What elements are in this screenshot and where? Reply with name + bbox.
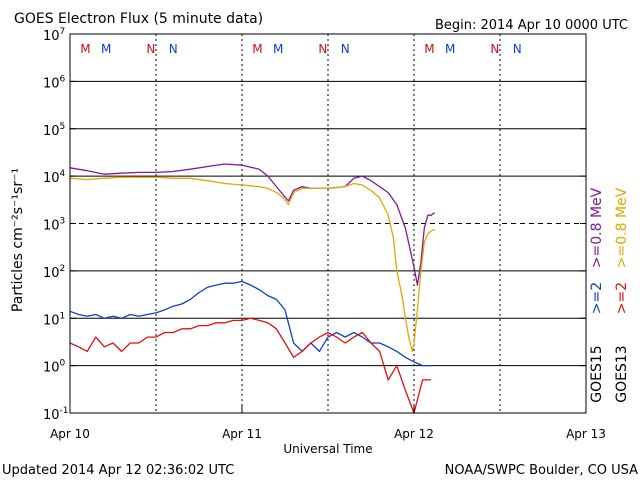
y-tick-label: 102 — [43, 264, 65, 281]
legend-entry: >=2 — [589, 282, 605, 314]
marker-n: N — [318, 42, 327, 56]
y-axis-label: Particles cm⁻²s⁻¹sr⁻¹ — [10, 168, 26, 312]
y-tick-label: 106 — [43, 74, 66, 91]
legend-entry: >=2 — [614, 282, 630, 314]
chart-title: GOES Electron Flux (5 minute data) — [14, 11, 263, 27]
legend-entry: GOES15 — [589, 345, 605, 402]
y-tick-label: 101 — [43, 311, 65, 328]
series-line-3 — [69, 317, 432, 414]
y-tick-label: 103 — [43, 217, 65, 234]
grid-lines — [70, 34, 586, 413]
legend: >=0.8 MeV >=0.8 MeV >=2 >=2 GOES15 GOES13 — [589, 187, 630, 402]
marker-n: N — [146, 42, 155, 56]
marker-n: N — [490, 42, 499, 56]
marker-m: M — [445, 42, 455, 56]
marker-n: N — [169, 42, 178, 56]
data-series — [69, 163, 435, 414]
series-line-2 — [69, 280, 432, 367]
marker-m: M — [252, 42, 262, 56]
x-tick-label: Apr 10 — [50, 427, 90, 441]
legend-entry: GOES13 — [614, 345, 630, 402]
marker-m: M — [424, 42, 434, 56]
series-line-0 — [69, 163, 435, 286]
x-tick-label: Apr 12 — [394, 427, 434, 441]
marker-n: N — [341, 42, 350, 56]
updated-timestamp: Updated 2014 Apr 12 02:36:02 UTC — [2, 463, 234, 478]
marker-n: N — [513, 42, 522, 56]
y-tick-label: 105 — [43, 122, 65, 139]
legend-entry: >=0.8 MeV — [589, 187, 605, 268]
begin-date-label: Begin: 2014 Apr 10 0000 UTC — [435, 18, 628, 33]
x-axis-ticks: Apr 10 Apr 11 Apr 12 Apr 13 — [50, 405, 606, 441]
y-tick-label: 104 — [43, 169, 66, 186]
y-tick-label: 10-1 — [43, 406, 69, 423]
y-tick-label: 107 — [43, 27, 65, 44]
credit-label: NOAA/SWPC Boulder, CO USA — [445, 463, 638, 478]
x-axis-label: Universal Time — [283, 442, 372, 456]
marker-m: M — [80, 42, 90, 56]
marker-m: M — [273, 42, 283, 56]
marker-m: M — [101, 42, 111, 56]
x-tick-label: Apr 11 — [222, 427, 262, 441]
y-axis-ticks: 107 106 105 104 103 102 101 100 10-1 — [43, 27, 586, 423]
x-tick-label: Apr 13 — [566, 427, 606, 441]
legend-entry: >=0.8 MeV — [614, 187, 630, 268]
series-line-1 — [69, 176, 435, 353]
y-tick-label: 100 — [43, 359, 66, 376]
